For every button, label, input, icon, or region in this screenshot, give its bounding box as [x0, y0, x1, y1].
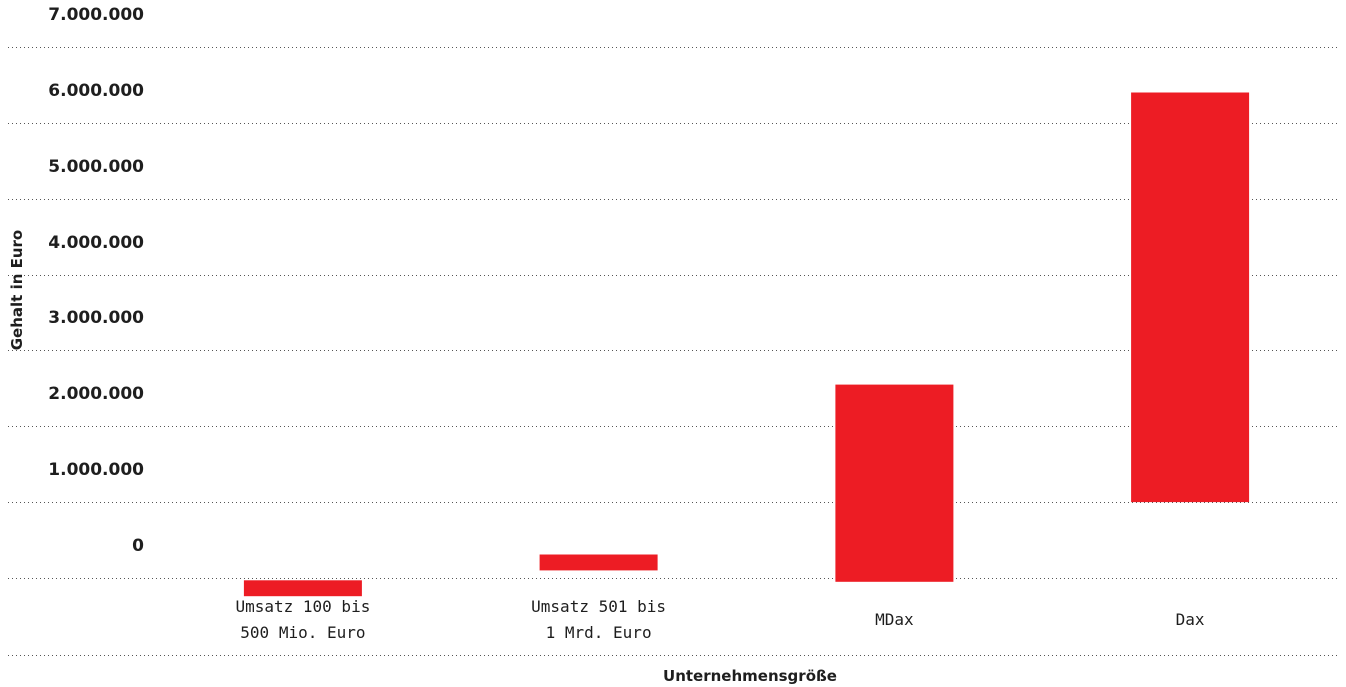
x-axis-ticks: Umsatz 100 bis 500 Mio. Euro Umsatz 501 bi… [235, 597, 1204, 642]
x-tick-label: Umsatz 501 bis 1 Mrd. Euro [531, 597, 666, 642]
gridlines [8, 47, 1338, 656]
x-tick-label: Dax [1176, 610, 1205, 629]
y-tick-label: 5.000.000 [48, 157, 144, 177]
x-tick-label: Umsatz 100 bis 500 Mio. Euro [235, 597, 370, 642]
bar [539, 554, 658, 571]
y-tick-label: 3.000.000 [48, 308, 144, 328]
bar [835, 384, 954, 582]
bar [243, 580, 362, 597]
y-tick-label: 6.000.000 [48, 81, 144, 101]
y-axis-title: Gehalt in Euro [8, 230, 26, 351]
x-axis-title: Unternehmensgröße [663, 667, 837, 685]
y-tick-label: 1.000.000 [48, 460, 144, 480]
bar [1131, 92, 1250, 503]
x-tick-label: MDax [875, 610, 914, 629]
bars [243, 92, 1250, 597]
y-axis-ticks: 0 1.000.000 2.000.000 3.000.000 4.000.000 5.0… [48, 5, 144, 556]
y-tick-label: 2.000.000 [48, 384, 144, 404]
y-tick-label: 0 [132, 536, 144, 556]
y-tick-label: 7.000.000 [48, 5, 144, 25]
y-tick-label: 4.000.000 [48, 233, 144, 253]
